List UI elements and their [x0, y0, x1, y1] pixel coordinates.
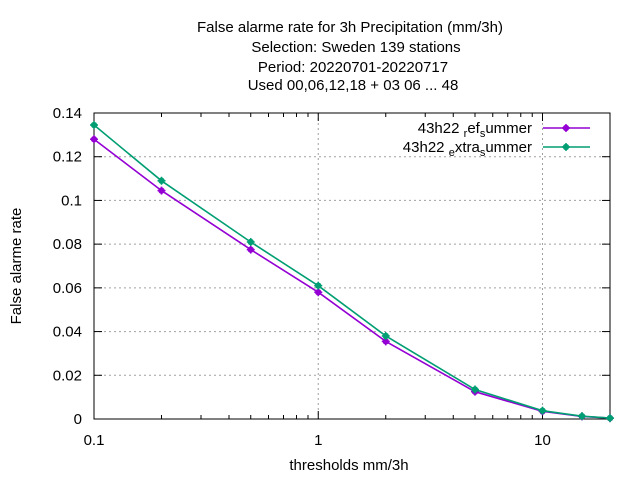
y-tick-label: 0.06	[53, 280, 82, 297]
x-tick-label: 1	[314, 432, 322, 449]
data-point	[157, 176, 166, 185]
title-line-3: Period: 20220701-20220717	[258, 59, 448, 76]
x-tick-label: 0.1	[84, 432, 105, 449]
data-point	[470, 385, 479, 394]
legend-label: 43h22 refsummer	[418, 120, 532, 140]
y-tick-label: 0.04	[53, 324, 82, 341]
data-point	[606, 414, 614, 423]
data-point	[90, 121, 98, 130]
series-line-2	[93, 124, 611, 419]
title-line-4: Used 00,06,12,18 + 03 06 ... 48	[248, 77, 459, 94]
data-point	[381, 337, 390, 346]
legend-item-2: 43h22 extrasummer	[403, 139, 590, 159]
y-tick-label: 0.14	[53, 105, 82, 122]
data-point	[381, 331, 390, 340]
y-axis-label: False alarme rate	[8, 208, 25, 325]
title-line-1: False alarme rate for 3h Precipitation (…	[197, 19, 503, 36]
y-tick-label: 0.1	[61, 192, 82, 209]
chart-title: False alarme rate for 3h Precipitation (…	[197, 19, 503, 94]
y-tick-label: 0.08	[53, 236, 82, 253]
legend-swatch-marker	[562, 124, 570, 132]
data-point	[314, 281, 323, 290]
data-point	[157, 186, 166, 195]
legend-label: 43h22 extrasummer	[403, 139, 532, 159]
x-tick-label: 10	[534, 432, 551, 449]
x-axis-label: thresholds mm/3h	[289, 457, 408, 474]
plot-border	[93, 112, 611, 420]
series-line-1	[93, 138, 611, 419]
legend-item-1: 43h22 refsummer	[418, 120, 590, 140]
series-layer	[90, 121, 614, 423]
data-point	[90, 135, 98, 144]
data-point	[538, 406, 547, 415]
grid-lines	[93, 112, 610, 420]
tick-labels: 0 0.02 0.04 0.06 0.08 0.1 0.12 0.14 0.1 1 10	[53, 105, 551, 449]
y-tick-label: 0.02	[53, 367, 82, 384]
axis-ticks	[93, 112, 610, 420]
legend-swatch-marker	[562, 143, 570, 151]
title-line-2: Selection: Sweden 139 stations	[251, 39, 460, 56]
y-tick-label: 0.12	[53, 149, 82, 166]
data-point	[246, 237, 255, 246]
data-point	[577, 412, 586, 421]
data-point	[246, 245, 255, 254]
y-tick-label: 0	[74, 411, 82, 428]
